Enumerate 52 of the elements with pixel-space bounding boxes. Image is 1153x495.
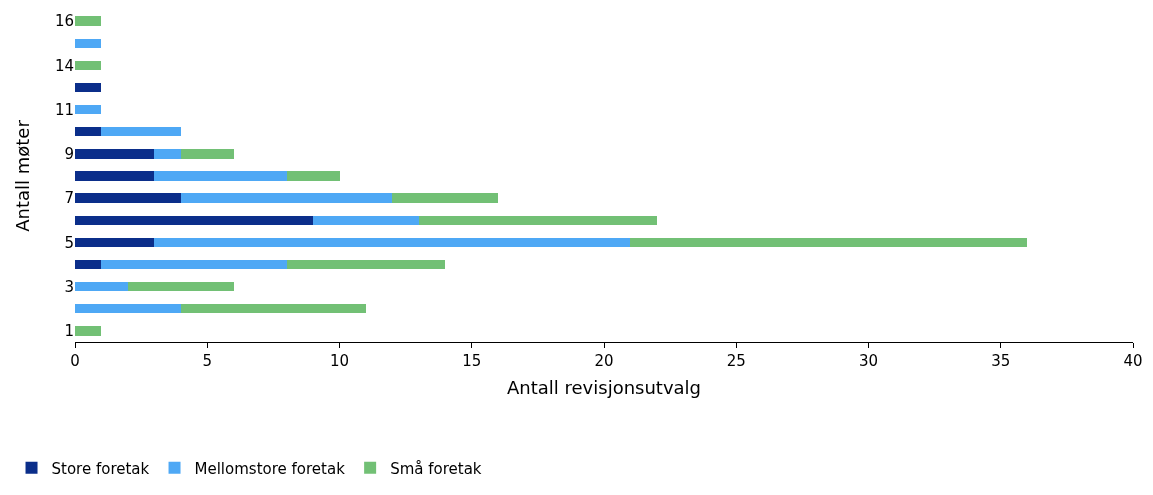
bar [75,104,102,115]
x-tick-label: 0 [70,352,80,370]
bar [75,82,102,93]
y-tick-label: 3 [64,277,74,296]
bar [392,193,499,203]
x-tick-label: 30 [858,352,879,370]
y-tick-label: 7 [64,189,74,208]
x-tick-label: 25 [726,352,746,370]
x-tick-label: 15 [462,352,482,370]
x-tick-label: 20 [594,352,614,370]
bar [630,237,1028,248]
y-tick-label: 5 [64,233,74,252]
x-tick-label: 40 [1123,352,1143,370]
bar [75,16,102,26]
bar [286,259,446,270]
bar [75,259,102,270]
bar [154,149,181,159]
bar [180,304,366,314]
bar [75,60,102,70]
x-tick-label: 5 [202,352,213,370]
bar [418,215,657,225]
y-tick-label: 1 [64,322,74,341]
bar [75,215,314,225]
y-tick-label: 11 [54,100,74,119]
bar [127,282,234,292]
legend-label: Store foretak [51,459,150,478]
bar [75,149,155,159]
bar [101,259,287,270]
y-tick-label: 14 [54,56,74,75]
bar [75,193,181,203]
bar [75,171,155,181]
bar [286,171,340,181]
y-axis-title: Antall møter [12,119,33,232]
bar [180,193,393,203]
bar [75,38,102,48]
bar [75,326,102,336]
x-tick-label: 10 [329,352,350,370]
y-tick-label: 9 [64,145,74,164]
legend-label: Små foretak [390,459,482,478]
legend-label: Mellomstore foretak [194,459,346,478]
bar [313,215,419,225]
bar [75,304,181,314]
bar [75,237,155,248]
y-tick-label: 16 [54,12,74,31]
bar [154,237,631,248]
bar [75,282,128,292]
x-axis-title: Antall revisjonsutvalg [506,377,702,399]
x-tick-label: 35 [991,352,1011,370]
bar [101,127,181,137]
bar [154,171,287,181]
bar [75,127,102,137]
bar [180,149,234,159]
